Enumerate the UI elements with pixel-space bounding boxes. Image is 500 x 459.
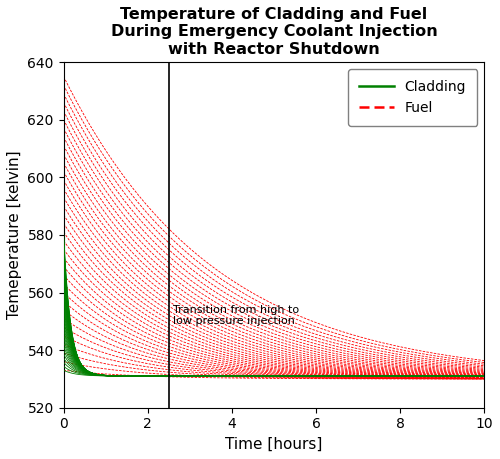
Legend: Cladding, Fuel: Cladding, Fuel — [348, 69, 478, 126]
Text: Transition from high to
low pressure injection: Transition from high to low pressure inj… — [173, 305, 299, 326]
Y-axis label: Temeperature [kelvin]: Temeperature [kelvin] — [7, 151, 22, 319]
Title: Temperature of Cladding and Fuel
During Emergency Coolant Injection
with Reactor: Temperature of Cladding and Fuel During … — [110, 7, 438, 57]
X-axis label: Time [hours]: Time [hours] — [225, 437, 322, 452]
